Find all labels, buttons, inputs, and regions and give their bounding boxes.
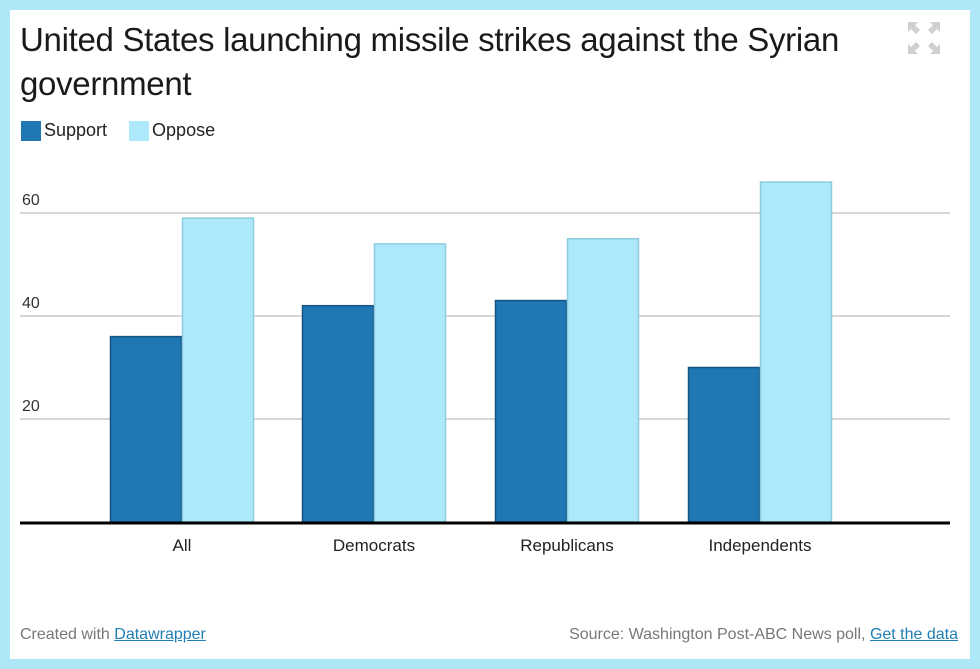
source-text: Source: Washington Post-ABC News poll, xyxy=(569,626,870,643)
y-tick-label: 20 xyxy=(22,398,40,415)
bar-chart: 20 40 60 All Democrats Republicans Independent… xyxy=(20,181,950,555)
chart-title: United States launching missile strikes … xyxy=(20,21,840,102)
bar-support-independents xyxy=(687,366,761,523)
legend-item-oppose[interactable]: Oppose xyxy=(129,120,215,141)
bar-oppose-independents xyxy=(759,181,833,523)
bar-oppose-republicans xyxy=(566,238,640,523)
legend-swatch-oppose xyxy=(129,120,150,141)
get-the-data-link[interactable]: Get the data xyxy=(869,626,958,643)
created-with-text: Created with xyxy=(20,626,115,643)
bar-oppose-democrats xyxy=(373,243,447,523)
bar-support-all xyxy=(109,335,183,523)
legend-swatch-support xyxy=(21,120,41,141)
legend-item-support[interactable]: Support xyxy=(21,120,107,141)
x-tick-label: All xyxy=(173,536,192,555)
footer-credit: Created with Datawrapper xyxy=(20,626,206,644)
legend-label-support: Support xyxy=(44,120,108,140)
fullscreen-expand-icon[interactable] xyxy=(906,20,942,56)
footer-source: Source: Washington Post-ABC News poll, G… xyxy=(569,626,958,644)
y-tick-label: 60 xyxy=(22,192,40,209)
datawrapper-link[interactable]: Datawrapper xyxy=(114,626,206,643)
chart-legend: Support Oppose xyxy=(21,120,215,141)
bar-oppose-all xyxy=(181,217,255,523)
legend-label-oppose: Oppose xyxy=(152,120,216,140)
x-tick-label: Democrats xyxy=(333,536,415,555)
bar-support-republicans xyxy=(494,299,568,523)
x-tick-label: Republicans xyxy=(520,536,614,555)
chart-card: United States launching missile strikes … xyxy=(10,10,970,659)
bar-support-democrats xyxy=(301,304,375,523)
y-tick-label: 40 xyxy=(22,295,40,312)
x-tick-label: Independents xyxy=(708,536,811,555)
